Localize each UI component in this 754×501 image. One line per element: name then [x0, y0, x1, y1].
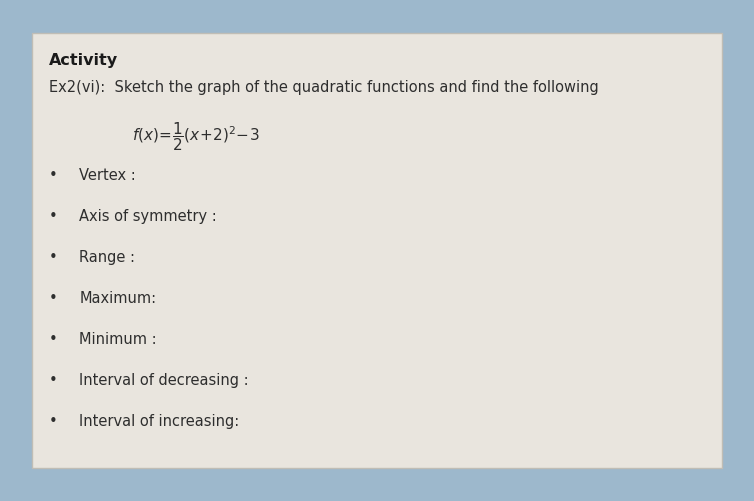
Text: •: •	[49, 168, 58, 183]
Text: Interval of increasing:: Interval of increasing:	[79, 414, 240, 429]
Text: •: •	[49, 332, 58, 347]
Text: Ex2(vi):  Sketch the graph of the quadratic functions and find the following: Ex2(vi): Sketch the graph of the quadrat…	[49, 80, 599, 95]
Text: Axis of symmetry :: Axis of symmetry :	[79, 209, 217, 224]
Text: Vertex :: Vertex :	[79, 168, 136, 183]
Text: •: •	[49, 250, 58, 265]
FancyBboxPatch shape	[32, 33, 722, 468]
Text: Activity: Activity	[49, 53, 118, 68]
Text: $f(x)\!=\!\dfrac{1}{2}(x\!+\!2)^2\!-\!3$: $f(x)\!=\!\dfrac{1}{2}(x\!+\!2)^2\!-\!3$	[132, 120, 259, 153]
Text: •: •	[49, 373, 58, 388]
Text: •: •	[49, 414, 58, 429]
Text: •: •	[49, 291, 58, 306]
Text: Range :: Range :	[79, 250, 135, 265]
Text: Interval of decreasing :: Interval of decreasing :	[79, 373, 249, 388]
Text: Maximum:: Maximum:	[79, 291, 156, 306]
Text: Minimum :: Minimum :	[79, 332, 157, 347]
Text: •: •	[49, 209, 58, 224]
